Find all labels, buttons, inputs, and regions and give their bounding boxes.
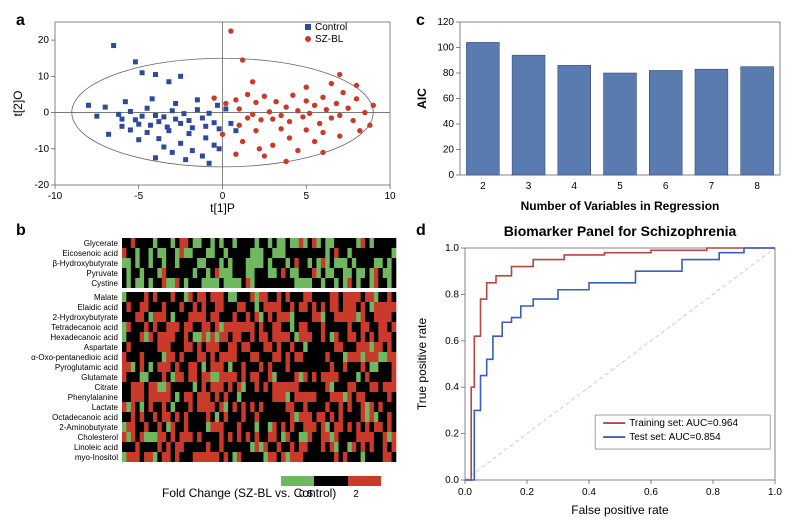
svg-text:2-Hydroxybutyrate: 2-Hydroxybutyrate bbox=[53, 313, 119, 322]
svg-text:Cystine: Cystine bbox=[91, 279, 118, 288]
svg-text:β-Hydroxybutyrate: β-Hydroxybutyrate bbox=[52, 259, 118, 268]
svg-text:Pyroglutamic acid: Pyroglutamic acid bbox=[55, 363, 118, 372]
svg-text:Test set: AUC=0.854: Test set: AUC=0.854 bbox=[629, 432, 721, 443]
svg-text:0.0: 0.0 bbox=[445, 475, 459, 486]
svg-text:0.4: 0.4 bbox=[445, 382, 459, 393]
svg-text:Elaidic acid: Elaidic acid bbox=[78, 303, 118, 312]
svg-text:2-Aminobutyrate: 2-Aminobutyrate bbox=[59, 423, 118, 432]
svg-text:Number of Variables in Regress: Number of Variables in Regression bbox=[521, 199, 720, 213]
svg-text:t[1]P: t[1]P bbox=[210, 201, 235, 215]
svg-text:2: 2 bbox=[480, 181, 486, 192]
svg-text:AIC: AIC bbox=[415, 88, 429, 109]
svg-text:Phenylalanine: Phenylalanine bbox=[68, 393, 119, 402]
svg-text:8: 8 bbox=[754, 181, 760, 192]
svg-text:10: 10 bbox=[384, 191, 396, 202]
panel-a: a -10-50510-20-1001020t[1]Pt[2]OControlS… bbox=[10, 10, 400, 215]
svg-text:3: 3 bbox=[526, 181, 532, 192]
svg-text:20: 20 bbox=[38, 35, 50, 46]
svg-text:Aspartate: Aspartate bbox=[84, 343, 119, 352]
svg-text:0.0: 0.0 bbox=[458, 487, 472, 498]
panel-c-label: c bbox=[416, 12, 425, 30]
roc-plot: Biomarker Panel for Schizophrenia 0.00.0 0… bbox=[410, 220, 790, 520]
svg-text:Training set: AUC=0.964: Training set: AUC=0.964 bbox=[629, 418, 738, 429]
svg-text:60: 60 bbox=[443, 94, 455, 105]
heatmap: GlycerateEicosenoic acidβ-Hydroxybutyrat… bbox=[10, 220, 400, 520]
svg-text:False positive rate: False positive rate bbox=[571, 503, 669, 517]
svg-text:0.8: 0.8 bbox=[445, 289, 459, 300]
svg-text:0: 0 bbox=[448, 170, 454, 181]
svg-text:Pyruvate: Pyruvate bbox=[86, 269, 118, 278]
svg-text:80: 80 bbox=[443, 68, 455, 79]
svg-text:20: 20 bbox=[443, 145, 455, 156]
svg-text:-5: -5 bbox=[134, 191, 143, 202]
svg-text:1.0: 1.0 bbox=[768, 487, 782, 498]
svg-text:40: 40 bbox=[443, 119, 455, 130]
svg-text:Biomarker Panel for Schizophre: Biomarker Panel for Schizophrenia bbox=[504, 223, 737, 239]
svg-text:Malate: Malate bbox=[94, 293, 119, 302]
svg-text:0.4: 0.4 bbox=[582, 487, 596, 498]
svg-text:Control: Control bbox=[315, 22, 347, 33]
svg-text:10: 10 bbox=[38, 71, 50, 82]
svg-text:α-Oxo-pentanedioic acid: α-Oxo-pentanedioic acid bbox=[31, 353, 118, 362]
svg-text:0: 0 bbox=[43, 108, 49, 119]
svg-text:Octadecanoic acid: Octadecanoic acid bbox=[52, 413, 118, 422]
svg-text:4: 4 bbox=[572, 181, 578, 192]
panel-d-label: d bbox=[416, 222, 426, 240]
svg-text:SZ-BL: SZ-BL bbox=[315, 34, 344, 45]
svg-text:6: 6 bbox=[663, 181, 669, 192]
panel-d: d Biomarker Panel for Schizophrenia0.00.… bbox=[410, 220, 790, 520]
svg-text:120: 120 bbox=[437, 17, 454, 28]
svg-text:Citrate: Citrate bbox=[94, 383, 118, 392]
panel-b-label: b bbox=[16, 222, 26, 240]
svg-text:Tetradecanoic acid: Tetradecanoic acid bbox=[51, 323, 118, 332]
svg-text:Eicosenoic acid: Eicosenoic acid bbox=[62, 249, 118, 258]
svg-text:-10: -10 bbox=[48, 191, 63, 202]
svg-text:Fold Change (SZ-BL vs. Control: Fold Change (SZ-BL vs. Control) bbox=[162, 486, 336, 500]
svg-text:100: 100 bbox=[437, 43, 454, 54]
svg-text:2: 2 bbox=[353, 489, 359, 500]
bar-chart: 0 20 40 60 80 100 120 2 3 4 5 6 7 8 Number of Variable… bbox=[410, 10, 790, 215]
svg-text:0.2: 0.2 bbox=[520, 487, 534, 498]
panel-a-label: a bbox=[16, 12, 25, 30]
svg-text:Cholesterol: Cholesterol bbox=[78, 433, 119, 442]
svg-text:True positive rate: True positive rate bbox=[415, 318, 429, 411]
svg-text:t[2]O: t[2]O bbox=[11, 90, 25, 116]
svg-text:Hexadecanoic acid: Hexadecanoic acid bbox=[50, 333, 118, 342]
svg-text:myo-Inositol: myo-Inositol bbox=[75, 453, 118, 462]
svg-text:7: 7 bbox=[709, 181, 715, 192]
svg-text:Lactate: Lactate bbox=[92, 403, 119, 412]
svg-text:5: 5 bbox=[303, 191, 309, 202]
svg-text:5: 5 bbox=[617, 181, 623, 192]
scatter-plot: -10-50510-20-1001020t[1]Pt[2]OControlSZ-… bbox=[10, 10, 400, 215]
svg-text:0.8: 0.8 bbox=[706, 487, 720, 498]
svg-text:0.6: 0.6 bbox=[445, 336, 459, 347]
svg-text:-20: -20 bbox=[35, 180, 50, 191]
svg-text:0.2: 0.2 bbox=[445, 429, 459, 440]
svg-text:1.0: 1.0 bbox=[445, 243, 459, 254]
svg-text:0.6: 0.6 bbox=[644, 487, 658, 498]
svg-text:Linoleic acid: Linoleic acid bbox=[74, 443, 118, 452]
svg-text:-10: -10 bbox=[35, 144, 50, 155]
svg-text:Glutamate: Glutamate bbox=[81, 373, 118, 382]
panel-c: c 0 20 40 60 80 100 120 2 3 4 5 6 7 8 Number of Variab… bbox=[410, 10, 790, 215]
panel-b: b GlycerateEicosenoic acidβ-Hydroxybutyr… bbox=[10, 220, 400, 520]
svg-text:Glycerate: Glycerate bbox=[84, 239, 119, 248]
